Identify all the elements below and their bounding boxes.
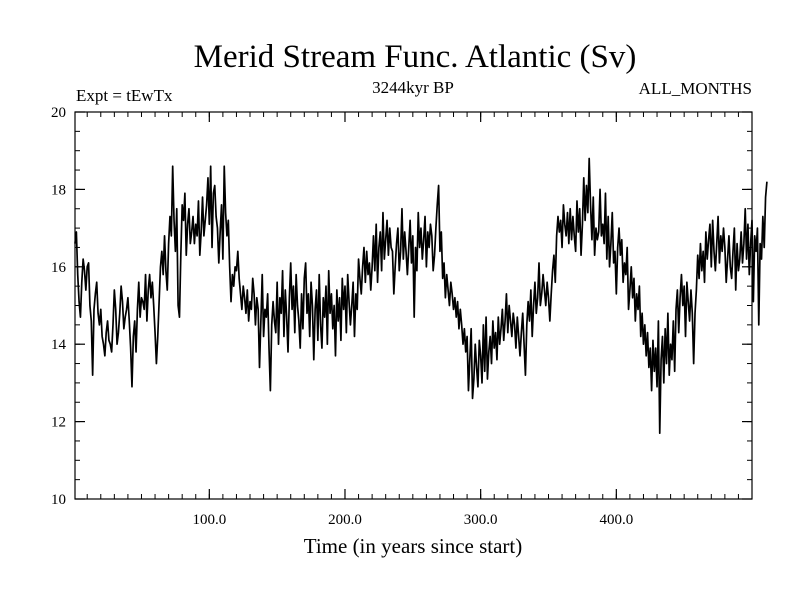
y-tick-label: 18 — [51, 182, 66, 198]
plot-frame — [74, 111, 753, 500]
months-label: ALL_MONTHS — [639, 79, 752, 98]
x-tick-label: 400.0 — [599, 512, 633, 528]
x-tick-label: 200.0 — [328, 512, 362, 528]
y-tick-label: 10 — [51, 492, 66, 508]
x-tick-label: 100.0 — [192, 512, 226, 528]
y-tick-label: 16 — [51, 260, 67, 276]
series-line — [74, 157, 768, 435]
tick-labels: 100.0 200.0 300.0 400.0 10 12 14 16 18 20 — [51, 105, 633, 528]
x-tick-label: 300.0 — [464, 512, 498, 528]
y-tick-label: 14 — [51, 337, 67, 353]
chart-title: Merid Stream Func. Atlantic (Sv) — [194, 39, 637, 75]
period-label: 3244kyr BP — [372, 78, 454, 97]
y-tick-label: 20 — [51, 105, 66, 121]
y-tick-label: 12 — [51, 415, 66, 431]
x-axis-label: Time (in years since start) — [304, 534, 523, 558]
tick-marks — [75, 111, 752, 500]
series-group — [74, 157, 768, 435]
experiment-label: Expt = tEwTx — [76, 86, 173, 105]
